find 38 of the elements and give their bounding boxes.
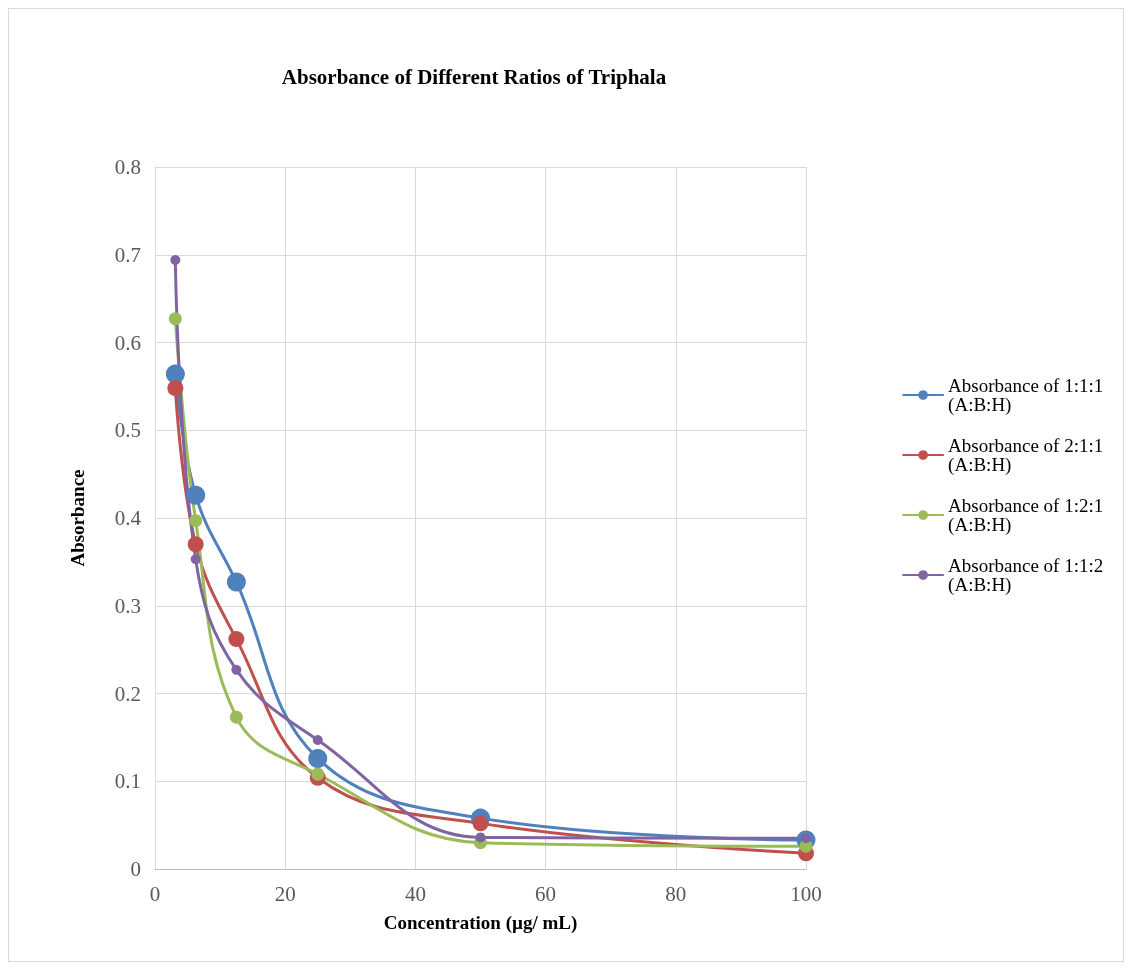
x-tick-label: 60: [535, 881, 557, 906]
y-tick-label: 0.4: [114, 506, 142, 530]
legend-label: Absorbance of 1:1:2 (A:B:H): [948, 555, 1109, 596]
x-tick-label: 80: [665, 881, 687, 906]
y-tick-label: 0: [130, 857, 141, 881]
y-tick-label: 0.1: [114, 769, 141, 794]
point: [170, 255, 181, 266]
y-tick-label: 0.7: [114, 242, 141, 267]
point: [168, 312, 182, 326]
y-tick-label: 0.8: [114, 155, 141, 179]
point: [312, 735, 323, 745]
point: [228, 631, 245, 648]
y-tick-label: 0.6: [114, 330, 141, 355]
point: [472, 815, 489, 832]
legend-label: Absorbance of 1:1:1 (A:B:H): [948, 375, 1109, 416]
legend-label: Absorbance of 1:2:1 (A:B:H): [948, 495, 1109, 536]
point: [167, 380, 184, 397]
legend-label: Absorbance of 2:1:1 (A:B:H): [948, 435, 1109, 476]
x-tick-label: 0: [149, 881, 161, 906]
point: [475, 832, 486, 843]
y-axis-title: Absorbance: [67, 469, 88, 567]
point: [311, 767, 325, 781]
point: [231, 664, 242, 675]
point: [186, 485, 206, 505]
point: [229, 710, 243, 724]
x-tick-label: 20: [274, 881, 296, 906]
point: [190, 554, 201, 565]
point: [308, 748, 328, 768]
y-tick-label: 0.2: [114, 681, 141, 706]
point: [189, 514, 203, 528]
x-axis-title: Concentration (µg/ mL): [383, 912, 578, 934]
point: [187, 536, 204, 553]
point: [226, 572, 246, 592]
chart-title: Absorbance of Different Ratios of Triphala: [281, 64, 667, 89]
x-tick-label: 100: [790, 881, 822, 906]
y-tick-label: 0.3: [114, 593, 141, 618]
x-tick-label: 40: [404, 881, 426, 906]
y-tick-label: 0.5: [114, 418, 141, 443]
